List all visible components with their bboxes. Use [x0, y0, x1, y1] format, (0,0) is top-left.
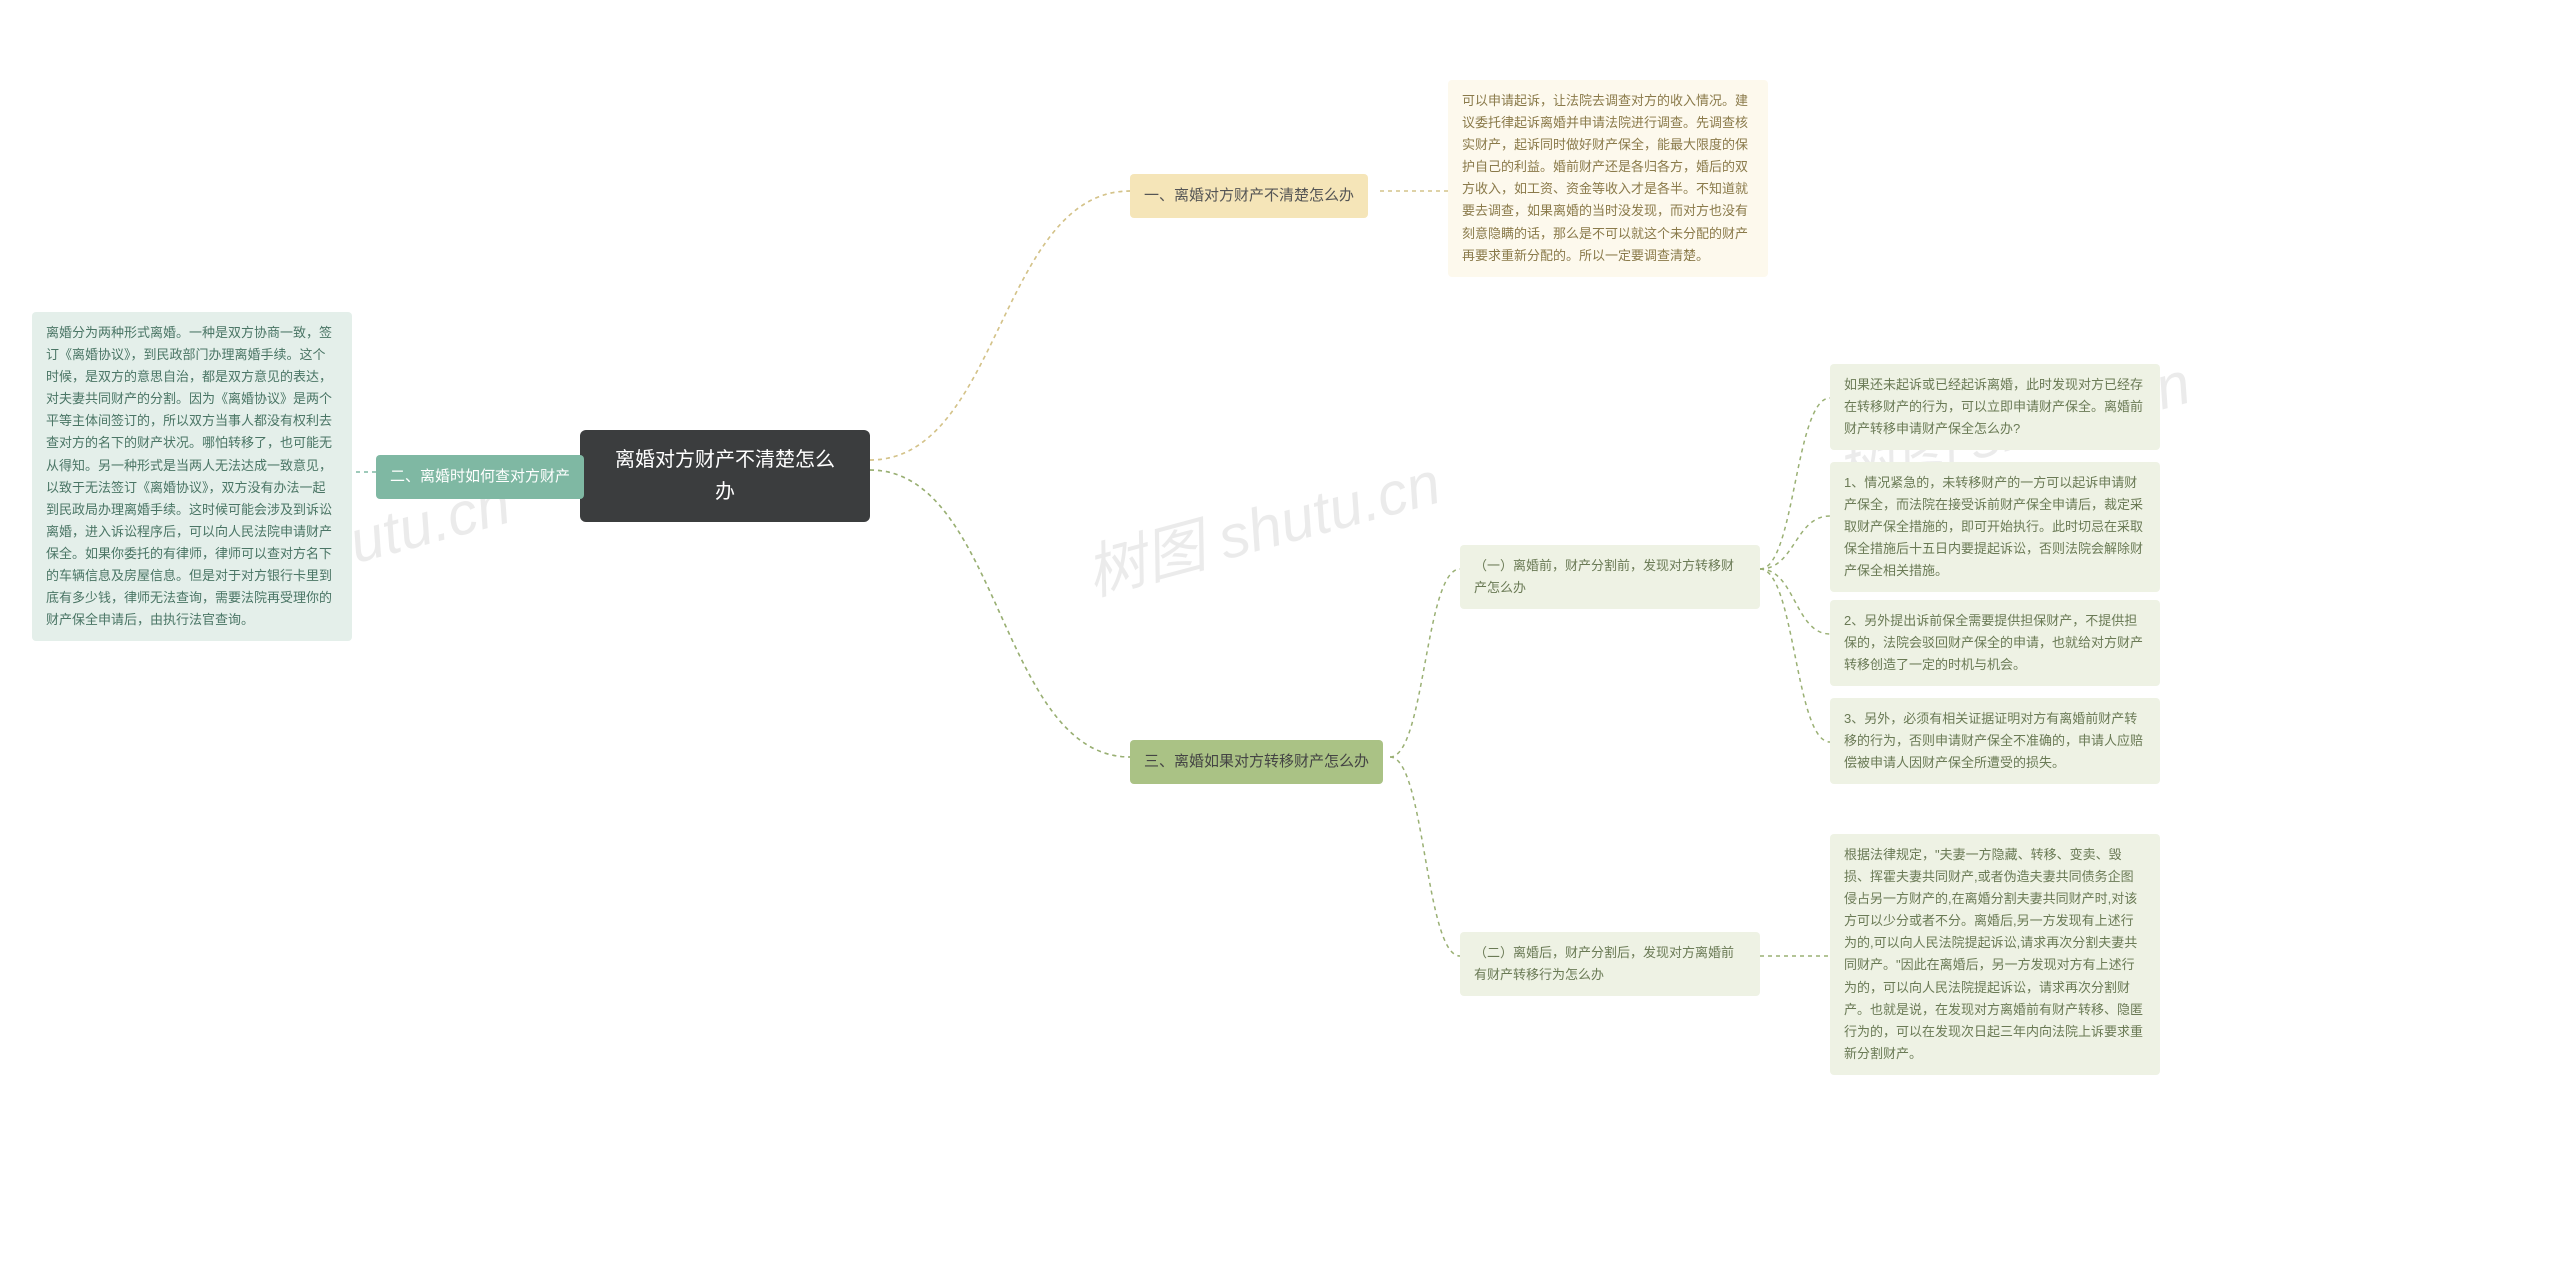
root-label: 离婚对方财产不清楚怎么 办	[615, 449, 835, 503]
root-node[interactable]: 离婚对方财产不清楚怎么 办	[580, 430, 870, 522]
branch-teal[interactable]: 二、离婚时如何查对方财产	[376, 455, 584, 499]
watermark: 树图 shutu.cn	[1075, 434, 1449, 612]
branch-teal-label: 二、离婚时如何查对方财产	[390, 468, 570, 485]
green-sub1-item: 1、情况紧急的，未转移财产的一方可以起诉申请财产保全，而法院在接受诉前财产保全申…	[1830, 462, 2160, 592]
leaf-teal-content: 离婚分为两种形式离婚。一种是双方协商一致，签订《离婚协议》，到民政部门办理离婚手…	[32, 312, 352, 641]
branch-yellow-label: 一、离婚对方财产不清楚怎么办	[1144, 187, 1354, 204]
branch-green-label: 三、离婚如果对方转移财产怎么办	[1144, 753, 1369, 770]
green-sub1-item: 2、另外提出诉前保全需要提供担保财产，不提供担保的，法院会驳回财产保全的申请，也…	[1830, 600, 2160, 686]
green-sub2-content: 根据法律规定，"夫妻一方隐藏、转移、变卖、毁损、挥霍夫妻共同财产,或者伪造夫妻共…	[1830, 834, 2160, 1075]
branch-green[interactable]: 三、离婚如果对方转移财产怎么办	[1130, 740, 1383, 784]
green-sub1-item: 3、另外，必须有相关证据证明对方有离婚前财产转移的行为，否则申请财产保全不准确的…	[1830, 698, 2160, 784]
branch-yellow[interactable]: 一、离婚对方财产不清楚怎么办	[1130, 174, 1368, 218]
green-sub2[interactable]: （二）离婚后，财产分割后，发现对方离婚前有财产转移行为怎么办	[1460, 932, 1760, 996]
leaf-yellow-content: 可以申请起诉，让法院去调查对方的收入情况。建议委托律起诉离婚并申请法院进行调查。…	[1448, 80, 1768, 277]
green-sub1-item: 如果还未起诉或已经起诉离婚，此时发现对方已经存在转移财产的行为，可以立即申请财产…	[1830, 364, 2160, 450]
green-sub1[interactable]: （一）离婚前，财产分割前，发现对方转移财产怎么办	[1460, 545, 1760, 609]
